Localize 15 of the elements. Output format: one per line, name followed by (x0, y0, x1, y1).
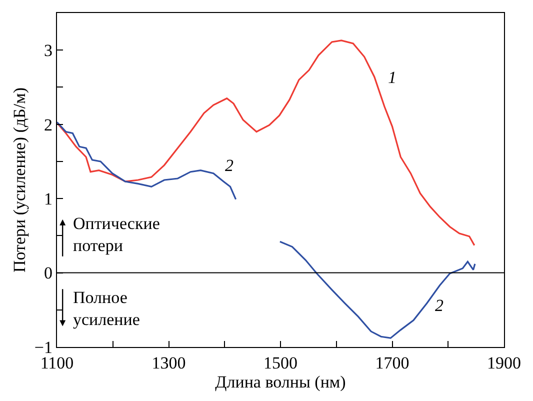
x-tick-label: 1900 (487, 354, 521, 372)
y-tick-label: 3 (44, 41, 52, 60)
annotation: 2 (225, 156, 234, 175)
x-axis-title: Длина волны (нм) (215, 372, 346, 392)
y-tick-label: 1 (44, 190, 52, 209)
x-tick-label: 1500 (264, 354, 298, 372)
annotation: 1 (388, 68, 396, 87)
y-axis-title: Потери (усиление) (дБ/м) (10, 87, 29, 273)
x-tick-label: 1700 (375, 354, 410, 372)
annotation: 2 (435, 296, 444, 315)
y-tick-label: 0 (44, 264, 52, 283)
y-tick-label: 2 (44, 115, 52, 134)
x-tick-label: 1300 (152, 354, 186, 372)
annotation: Оптические потери (73, 214, 160, 256)
annotation: Полное усиление (73, 288, 140, 330)
